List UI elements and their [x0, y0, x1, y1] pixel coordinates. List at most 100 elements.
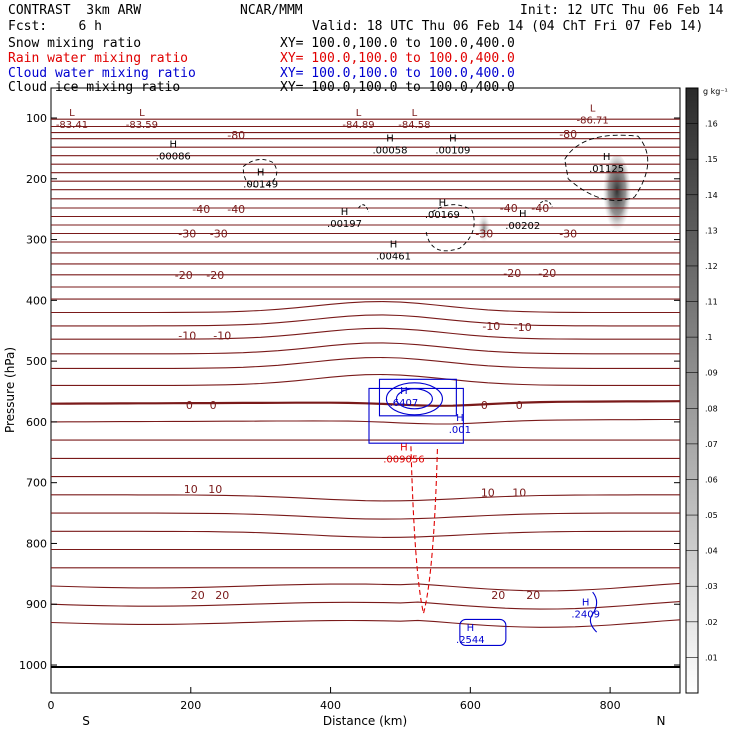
model-title: CONTRAST 3km ARW: [8, 3, 142, 18]
temperature-labels: -80 -80-40 -40 -40 -40-30 -30 -30 -30-20 -20 -20-…: [175, 128, 577, 602]
extremum-marker: H: [257, 168, 265, 179]
colorbar-tick-label: .12: [705, 262, 718, 271]
cloud-ice-contour: [425, 204, 475, 252]
cloud-water-contour: [589, 591, 598, 633]
y-tick-label: 600: [26, 416, 47, 429]
temperature-contour-label: -30: [559, 227, 577, 240]
temperature-contour-line: [51, 356, 680, 369]
extremum-marker: H: [170, 140, 178, 151]
x-tick-label: 600: [460, 699, 481, 712]
temperature-contour-label: 20: [526, 589, 540, 602]
field-cloudwater-name: Cloud water mixing ratio: [8, 66, 196, 81]
temperature-contours: [50, 118, 681, 628]
temperature-contour-label: 10: [208, 483, 222, 496]
cloud-water-contour: [459, 618, 507, 646]
colorbar-tick-label: .16: [705, 120, 718, 129]
x-tick-label: 0: [48, 699, 55, 712]
temperature-contour-label: 0: [186, 399, 193, 412]
temperature-contour-line: [50, 400, 681, 407]
center-label: NCAR/MMM: [240, 3, 303, 18]
y-tick-label: 1000: [19, 659, 47, 672]
extremum-marker: L: [590, 104, 596, 115]
temperature-contour-label: -40: [500, 202, 518, 215]
temperature-contour-line: [51, 301, 680, 314]
snow-shading-core: [603, 155, 631, 235]
x-axis-title: Distance (km): [323, 714, 407, 728]
colorbar-tick-label: .01: [705, 653, 718, 662]
rain-water-contour: [410, 446, 439, 614]
field-rain-name: Rain water mixing ratio: [8, 51, 189, 66]
temperature-contour-label: -20: [503, 267, 521, 280]
extremum-marker: H: [439, 198, 447, 209]
extremum-value: .00058: [372, 146, 407, 157]
temperature-contour-line: [50, 619, 681, 628]
extremum-marker: H: [341, 207, 349, 218]
colorbar-tick-label: .11: [705, 298, 718, 307]
temperature-contour-label: -10: [482, 320, 500, 333]
snow-shading-small: [478, 214, 490, 242]
colorbar-ticks: .01 .02 .03 .04 .05 .06 .07 .08 .09 .1 .11 .12 .13 .1…: [686, 120, 718, 662]
temperature-contour-line: [51, 342, 680, 355]
extremum-value: .6407: [390, 398, 419, 409]
colorbar: [685, 87, 699, 694]
temperature-contour-label: -20: [175, 269, 193, 282]
extremum-marker: H: [449, 134, 457, 145]
y-tick-label: 900: [26, 598, 47, 611]
extremum-value: .00197: [327, 219, 362, 230]
plot-frame: [50, 87, 681, 694]
mixing-ratio-contours: [242, 134, 649, 646]
init-time: Init: 12 UTC Thu 06 Feb 14: [520, 3, 724, 18]
temperature-contour-label: 10: [481, 486, 495, 499]
colorbar-tick-label: .05: [705, 511, 718, 520]
y-tick-label: 200: [26, 173, 47, 186]
temperature-contour-label: 20: [215, 589, 229, 602]
temperature-contour-line: [51, 512, 680, 520]
extremum-value: .00149: [243, 180, 278, 191]
temperature-contour-label: -40: [192, 203, 210, 216]
colorbar-tick-label: .02: [705, 618, 718, 627]
temperature-contour-label: 10: [512, 486, 526, 499]
field-snow-name: Snow mixing ratio: [8, 36, 142, 51]
x-tick-label: 400: [320, 699, 341, 712]
temperature-contour-label: -20: [206, 269, 224, 282]
temperature-contour-label: -30: [178, 227, 196, 240]
extremum-value: .00169: [425, 210, 460, 221]
temperature-contour-label: -10: [213, 330, 231, 343]
field-cloudwater-xy: XY= 100.0,100.0 to 100.0,400.0: [280, 66, 515, 81]
x-tick-label: 200: [180, 699, 201, 712]
extremum-value: .00109: [435, 146, 470, 157]
extremum-marker: H: [400, 386, 408, 397]
extremum-value: .2409: [571, 609, 600, 620]
colorbar-tick-label: .04: [705, 547, 718, 556]
extremum-marker: H: [582, 597, 590, 608]
extremum-value: -84.89: [342, 120, 374, 131]
temperature-contour-label: 10: [184, 483, 198, 496]
extremum-marker: L: [139, 108, 145, 119]
extremum-marker: H: [519, 209, 527, 220]
extremum-value: .00202: [505, 221, 540, 232]
temperature-contour-label: 0: [516, 399, 523, 412]
cloud-water-contour: [395, 388, 433, 410]
extremum-value: .00086: [156, 152, 191, 163]
y-tick-label: 400: [26, 294, 47, 307]
cloud-ice-contour: [539, 200, 553, 208]
cloud-ice-contour: [242, 158, 278, 188]
extremum-marker: H: [467, 623, 475, 634]
colorbar-tick-label: .06: [705, 475, 718, 484]
temperature-contour-label: -80: [559, 128, 577, 141]
y-tick-label: 800: [26, 537, 47, 550]
extremum-value: .2544: [456, 635, 485, 646]
temperature-contour-line: [51, 314, 680, 327]
temperature-contour-line: [50, 601, 681, 610]
extremum-marker: H: [603, 152, 611, 163]
extremum-marker: H: [400, 442, 408, 453]
temperature-contour-label: -10: [514, 321, 532, 334]
cloud-ice-contour: [564, 134, 649, 201]
extremum-value: -84.58: [398, 120, 430, 131]
colorbar-unit: g kg⁻¹: [703, 87, 728, 96]
temperature-contour-line: [50, 582, 681, 592]
y-axis-title: Pressure (hPa): [3, 347, 17, 433]
extremum-value: -83.59: [126, 120, 158, 131]
extremum-value: -86.71: [577, 116, 609, 127]
